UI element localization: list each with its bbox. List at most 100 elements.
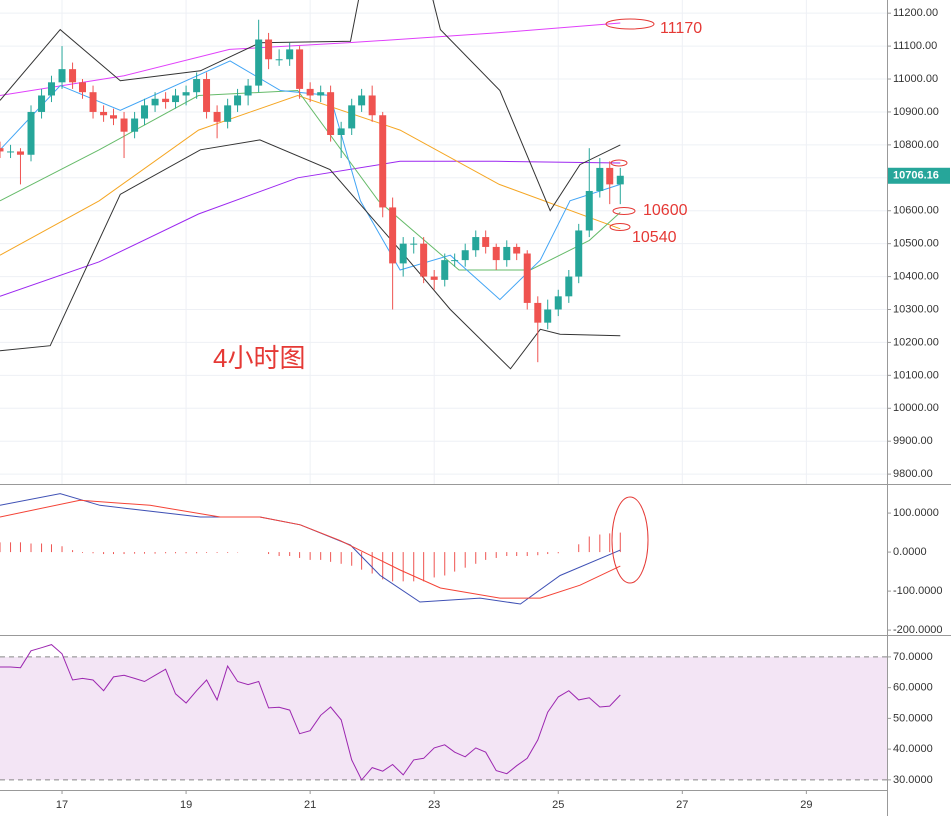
x-tick-label: 29 (800, 799, 812, 811)
highlight-ellipse (609, 223, 631, 231)
candle-body (492, 246, 500, 261)
candle-body (58, 69, 66, 83)
candle-body (317, 92, 325, 96)
x-tick-label: 21 (304, 799, 316, 811)
y-tick-label: 70.0000 (893, 651, 933, 663)
candle-body (534, 302, 542, 323)
y-tick-label: 10900.00 (893, 106, 939, 118)
candle-body (16, 151, 24, 155)
x-tick-label: 17 (56, 799, 68, 811)
y-tick-label: 10600.00 (893, 205, 939, 217)
indicator-line (0, 139, 621, 370)
highlight-ellipse (612, 207, 636, 215)
annotation: 10600 (643, 202, 688, 219)
candle-body (213, 111, 221, 122)
candle-body (503, 246, 511, 261)
candle-body (575, 230, 583, 277)
y-tick-label: 11200.00 (893, 7, 938, 19)
candle-body (596, 167, 604, 191)
candle-body (141, 105, 149, 119)
candle-body (172, 95, 180, 103)
y-tick-label: 11100.00 (893, 40, 937, 52)
panel (0, 644, 887, 781)
candle-body (389, 207, 397, 264)
candle-body (100, 111, 108, 116)
candle-body (482, 237, 490, 247)
y-tick-label: 10100.00 (893, 369, 939, 381)
candle-body (69, 69, 77, 83)
candle-body (430, 276, 438, 280)
candle-body (193, 79, 201, 93)
candle-body (265, 39, 273, 60)
candle-body (182, 92, 190, 96)
candle-body (38, 95, 46, 112)
candle-body (234, 95, 242, 106)
annotation: 10540 (632, 229, 677, 246)
candle-body (120, 118, 128, 132)
highlight-ellipse (610, 159, 628, 167)
candle-body (606, 167, 614, 185)
candle-body (420, 243, 428, 277)
candle-body (0, 148, 4, 152)
candle-body (554, 296, 562, 310)
x-tick-label: 27 (676, 799, 688, 811)
candle-body (368, 95, 376, 116)
candle-body (286, 49, 294, 60)
y-tick-label: 10200.00 (893, 336, 939, 348)
candle-body (616, 175, 624, 185)
candle-body (244, 85, 252, 96)
candle-body (27, 111, 35, 155)
candle-body (89, 92, 97, 112)
y-tick-label: -200.0000 (893, 624, 943, 636)
annotation: 11170 (660, 20, 702, 37)
candle-body (513, 246, 521, 254)
candle-body (544, 309, 552, 323)
candle-body (203, 79, 211, 112)
candle-body (379, 115, 387, 208)
rsi-line (0, 644, 621, 781)
x-tick-label: 19 (180, 799, 192, 811)
macd-line (0, 499, 621, 599)
candle-body (255, 39, 263, 86)
candle-body (358, 95, 366, 106)
y-tick-label: 0.0000 (893, 546, 927, 558)
macd-line (0, 493, 621, 605)
panel (0, 0, 887, 484)
candle-body (306, 88, 314, 96)
y-tick-label: 10400.00 (893, 270, 939, 282)
candle-body (110, 115, 118, 119)
x-tick-label: 25 (552, 799, 564, 811)
candle-body (131, 118, 139, 132)
candle-body (451, 260, 459, 262)
y-tick-label: 9900.00 (893, 435, 933, 447)
indicator-line (0, 160, 621, 297)
candle-body (327, 92, 335, 135)
highlight-ellipse (611, 496, 649, 584)
candle-body (399, 243, 407, 264)
y-tick-label: 10500.00 (893, 238, 939, 250)
candle-body (78, 82, 86, 93)
highlight-ellipse (605, 18, 655, 30)
candle-body (7, 151, 15, 153)
x-tick-label: 23 (428, 799, 440, 811)
candle-body (224, 105, 232, 122)
candle-body (441, 260, 449, 280)
candle-body (472, 237, 480, 251)
y-tick-label: 10300.00 (893, 303, 939, 315)
candle-body (348, 105, 356, 129)
indicator-line (0, 0, 621, 212)
y-tick-label: 60.0000 (893, 682, 933, 694)
candle-body (151, 98, 159, 106)
y-tick-label: 40.0000 (893, 743, 933, 755)
candle-body (296, 49, 304, 89)
candle-body (162, 98, 170, 103)
chart-title: 4小时图 (213, 343, 305, 373)
panel (0, 493, 621, 605)
candle-body (47, 82, 55, 96)
candle-body (585, 190, 593, 231)
y-tick-label: 30.0000 (893, 774, 933, 786)
indicator-line (0, 22, 621, 96)
candle-body (565, 276, 573, 297)
y-tick-label: 11000.00 (893, 73, 938, 85)
